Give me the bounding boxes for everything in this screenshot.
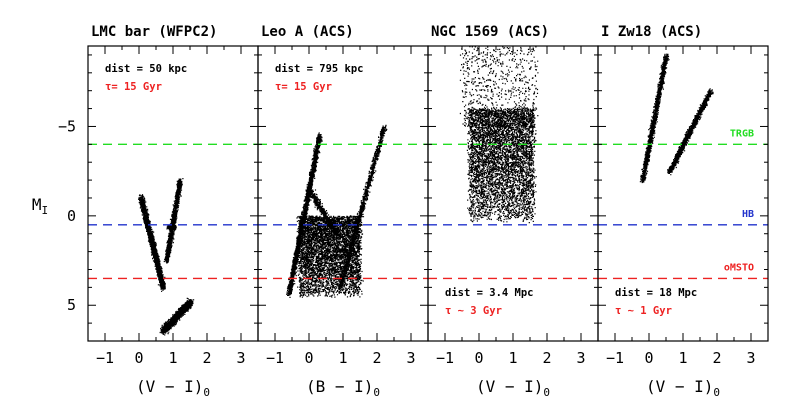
x-axis-label-main: (V − I) — [136, 377, 203, 396]
x-axis-label-sub: 0 — [713, 386, 720, 399]
reference-line-label: TRGB — [730, 128, 754, 139]
reference-line-label: HB — [742, 209, 754, 220]
star-points-red-giant-branch — [163, 178, 184, 264]
x-tick-label: 2 — [202, 349, 211, 367]
x-tick-label: 2 — [712, 349, 721, 367]
x-tick-label: 3 — [406, 349, 415, 367]
labels-layer: MI — [32, 195, 48, 217]
y-tick-label: −5 — [58, 117, 76, 135]
x-tick-label: 2 — [542, 349, 551, 367]
x-tick-label: 1 — [168, 349, 177, 367]
panel-title: Leo A (ACS) — [261, 24, 354, 40]
x-axis-label-main: (V − I) — [646, 377, 713, 396]
panel-annotation: τ= 15 Gyr — [275, 81, 332, 93]
star-points-red-giant-branch — [337, 124, 388, 290]
star-points-bulk-population — [296, 215, 364, 298]
star-points-main-sequence — [286, 132, 323, 298]
y-axis-label-sub: I — [42, 204, 49, 217]
x-tick-label: −1 — [436, 349, 454, 367]
star-points-lower-main-sequence — [159, 297, 195, 336]
panel-annotation: τ ~ 3 Gyr — [445, 305, 502, 317]
x-axis-label-main: (V − I) — [476, 377, 543, 396]
y-tick-label: 5 — [67, 296, 76, 314]
points-group — [286, 124, 388, 298]
y-axis-label-main: M — [32, 195, 42, 214]
panel-title: NGC 1569 (ACS) — [431, 24, 549, 40]
x-axis-label-sub: 0 — [543, 386, 550, 399]
star-points-upper-sparse — [459, 46, 539, 129]
star-points-red-clump — [166, 224, 177, 230]
x-axis-label-main: (B − I) — [306, 377, 373, 396]
star-points-main-sequence — [138, 194, 166, 292]
panel-annotation: dist = 3.4 Mpc — [445, 287, 534, 299]
star-points-red-giant-branch — [667, 88, 714, 176]
x-axis-label: (B − I)0 — [306, 377, 380, 399]
points-group — [459, 46, 539, 224]
panel-title: I Zw18 (ACS) — [601, 24, 702, 40]
x-tick-label: 0 — [474, 349, 483, 367]
x-tick-label: 1 — [338, 349, 347, 367]
x-tick-label: 3 — [236, 349, 245, 367]
x-tick-label: 2 — [372, 349, 381, 367]
x-tick-label: 1 — [508, 349, 517, 367]
star-points-bulk-population — [466, 107, 537, 224]
panel-title: LMC bar (WFPC2) — [91, 24, 217, 40]
points-group — [138, 178, 195, 336]
x-axis-label: (V − I)0 — [646, 377, 720, 399]
x-tick-label: 1 — [678, 349, 687, 367]
points-group — [639, 53, 714, 184]
x-tick-label: 3 — [576, 349, 585, 367]
x-tick-label: 0 — [134, 349, 143, 367]
panel-annotation: dist = 18 Mpc — [615, 287, 697, 299]
x-axis-label: (V − I)0 — [476, 377, 550, 399]
x-tick-label: 0 — [304, 349, 313, 367]
x-tick-label: 0 — [644, 349, 653, 367]
y-tick-label: 0 — [67, 207, 76, 225]
x-axis-label-sub: 0 — [373, 386, 380, 399]
x-tick-label: −1 — [96, 349, 114, 367]
x-tick-label: −1 — [266, 349, 284, 367]
panel-annotation: dist = 50 kpc — [105, 63, 187, 75]
panel-annotation: dist = 795 kpc — [275, 63, 364, 75]
x-tick-label: 3 — [746, 349, 755, 367]
star-points-blue-plume — [639, 53, 670, 184]
reference-line-label: oMSTO — [724, 262, 754, 273]
x-tick-label: −1 — [606, 349, 624, 367]
x-axis-label: (V − I)0 — [136, 377, 210, 399]
panel-annotation: τ= 15 Gyr — [105, 81, 162, 93]
y-axis-label: MI — [32, 195, 48, 217]
panel-annotation: τ ~ 1 Gyr — [615, 305, 672, 317]
star-points-blue-loop — [305, 187, 340, 237]
x-axis-label-sub: 0 — [203, 386, 210, 399]
